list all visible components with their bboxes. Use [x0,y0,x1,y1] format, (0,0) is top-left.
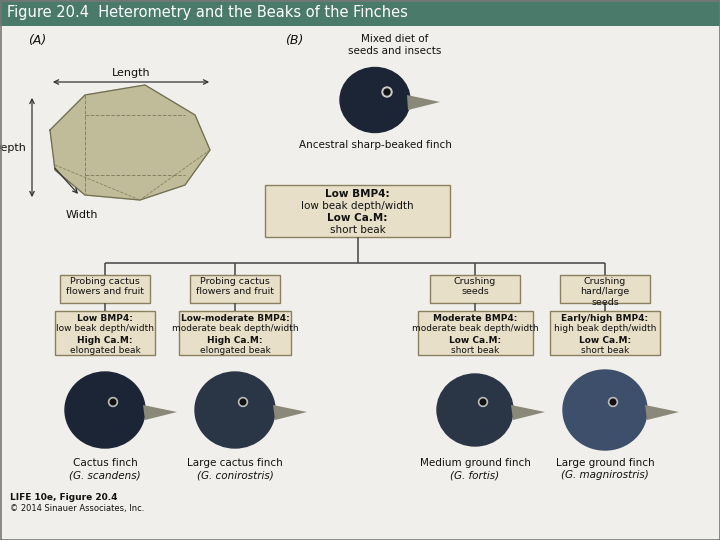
Text: short beak: short beak [451,346,500,355]
Bar [560,275,650,303]
Text: elongated beak: elongated beak [199,346,271,355]
Text: (G. scandens): (G. scandens) [69,470,141,480]
Text: Probing cactus
flowers and fruit: Probing cactus flowers and fruit [66,277,144,296]
Bar [265,185,450,237]
Ellipse shape [437,374,513,446]
Circle shape [611,399,616,405]
Text: Length: Length [112,68,150,78]
Text: elongated beak: elongated beak [70,346,140,355]
Text: Ancestral sharp-beaked finch: Ancestral sharp-beaked finch [299,140,451,150]
Text: low beak depth/width: low beak depth/width [56,324,154,333]
Text: Crushing
seeds: Crushing seeds [454,277,496,296]
Circle shape [480,399,486,405]
Ellipse shape [195,372,275,448]
Polygon shape [50,85,210,200]
Text: (A): (A) [28,34,46,47]
Text: high beak depth/width: high beak depth/width [554,324,656,333]
Circle shape [384,89,390,95]
Circle shape [479,397,487,407]
Text: Medium ground finch: Medium ground finch [420,458,531,468]
Text: Low Ca.M:: Low Ca.M: [579,336,631,345]
Text: Moderate BMP4:: Moderate BMP4: [433,314,518,323]
Text: Low BMP4:: Low BMP4: [325,189,390,199]
Bar [55,311,155,355]
Text: Low-moderate BMP4:: Low-moderate BMP4: [181,314,289,323]
Text: Width: Width [66,210,98,220]
Text: Early/high BMP4:: Early/high BMP4: [562,314,649,323]
Text: Figure 20.4  Heterometry and the Beaks of the Finches: Figure 20.4 Heterometry and the Beaks of… [7,5,408,21]
Bar [550,311,660,355]
Text: High Ca.M:: High Ca.M: [77,336,132,345]
Bar [190,275,280,303]
Text: © 2014 Sinauer Associates, Inc.: © 2014 Sinauer Associates, Inc. [10,504,145,513]
Bar [179,311,291,355]
Polygon shape [407,95,440,110]
Polygon shape [511,405,545,420]
Text: moderate beak depth/width: moderate beak depth/width [412,324,539,333]
Polygon shape [645,405,679,420]
Text: (G. conirostris): (G. conirostris) [197,470,274,480]
Text: Mixed diet of
seeds and insects: Mixed diet of seeds and insects [348,34,441,56]
Text: moderate beak depth/width: moderate beak depth/width [171,324,298,333]
Text: short beak: short beak [581,346,629,355]
Ellipse shape [340,68,410,132]
Ellipse shape [65,372,145,448]
Text: Low Ca.M:: Low Ca.M: [328,213,387,223]
Bar [418,311,533,355]
Circle shape [110,399,116,405]
Text: (G. fortis): (G. fortis) [451,470,500,480]
Text: Low BMP4:: Low BMP4: [77,314,133,323]
Text: (B): (B) [285,34,303,47]
Circle shape [240,399,246,405]
Circle shape [109,397,117,407]
Bar [0,0,720,26]
Circle shape [382,87,392,97]
Circle shape [608,397,618,407]
Polygon shape [143,405,177,420]
Circle shape [238,397,248,407]
Text: Depth: Depth [0,143,27,153]
Text: short beak: short beak [330,225,385,235]
Bar [430,275,520,303]
Text: Large cactus finch: Large cactus finch [187,458,283,468]
Bar [60,275,150,303]
Text: Cactus finch: Cactus finch [73,458,138,468]
Text: (G. magnirostris): (G. magnirostris) [561,470,649,480]
Text: High Ca.M:: High Ca.M: [207,336,263,345]
Text: Crushing
hard/large
seeds: Crushing hard/large seeds [580,277,629,307]
Text: low beak depth/width: low beak depth/width [301,201,414,211]
Ellipse shape [563,370,647,450]
Text: Large ground finch: Large ground finch [556,458,654,468]
Text: Low Ca.M:: Low Ca.M: [449,336,502,345]
Text: LIFE 10e, Figure 20.4: LIFE 10e, Figure 20.4 [10,493,117,502]
Polygon shape [273,405,307,420]
Text: Probing cactus
flowers and fruit: Probing cactus flowers and fruit [196,277,274,296]
